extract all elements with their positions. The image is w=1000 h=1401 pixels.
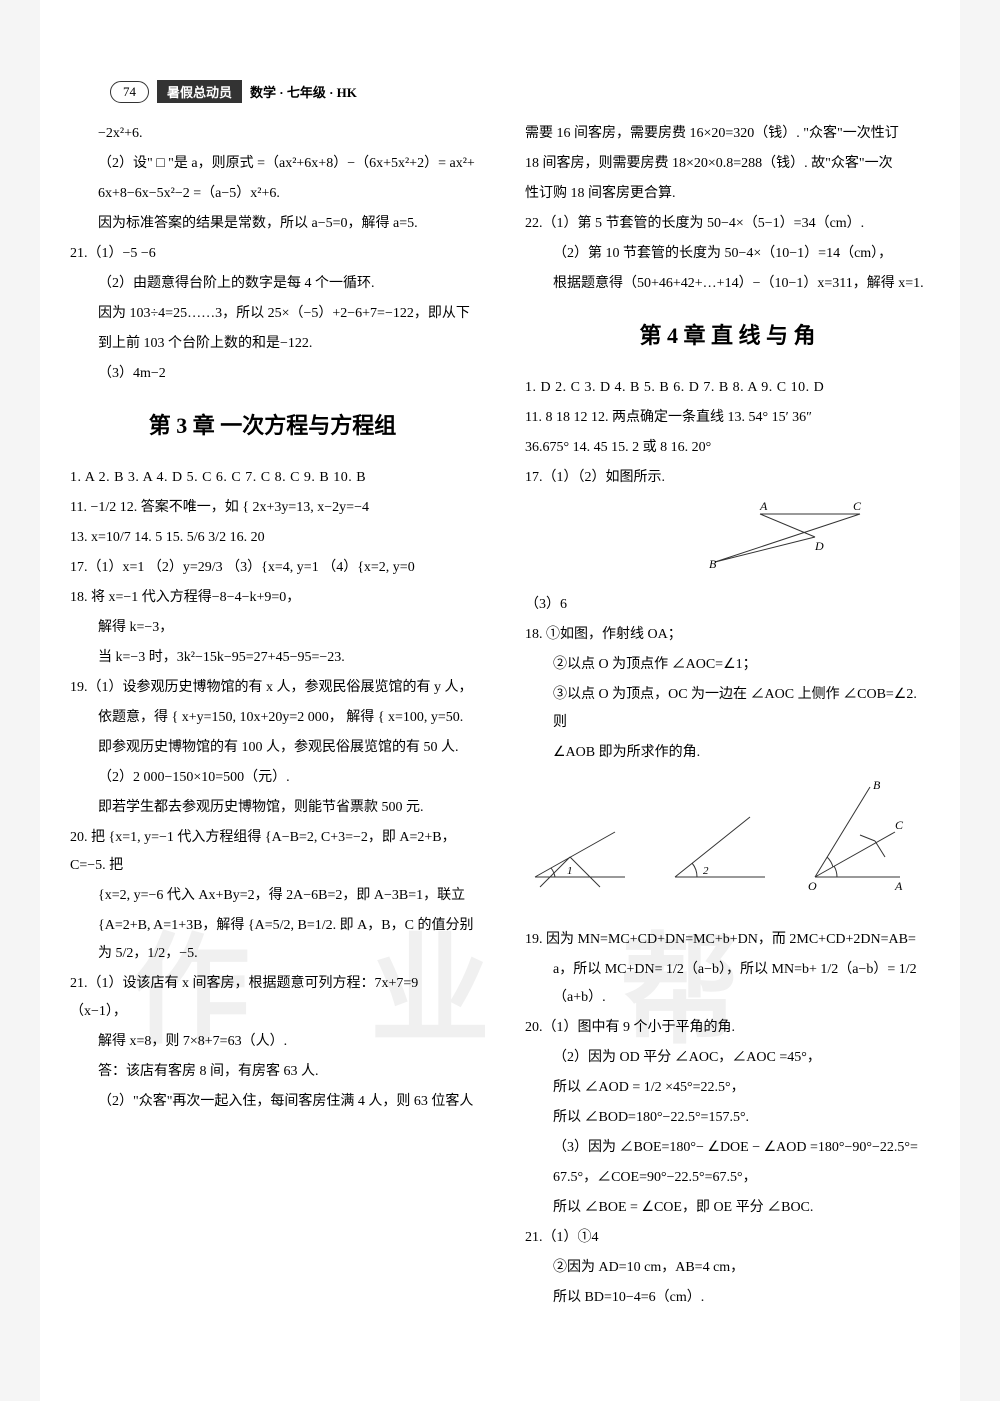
text-line: −2x²+6. [70,120,475,148]
text-line: 因为标准答案的结果是常数，所以 a−5=0，解得 a=5. [70,210,475,238]
chapter-3-title: 第 3 章 一次方程与方程组 [70,404,475,448]
text-line: 解得 k=−3， [70,614,475,642]
chapter-4-title: 第 4 章 直 线 与 角 [525,314,930,358]
label-O: O [808,879,817,893]
text-line: a，所以 MC+DN= 1/2（a−b），所以 MN=b+ 1/2（a−b）= … [525,956,930,1012]
header-badge: 暑假总动员 [157,80,242,103]
text-line: （2）2 000−150×10=500（元）. [70,764,475,792]
answer-line: 17.（1）x=1 （2）y=29/3 （3）{x=4, y=1 （4）{x=2… [70,554,475,582]
text-line: （3）6 [525,591,930,619]
text-line: （2）由题意得台阶上的数字是每 4 个一循环. [70,270,475,298]
answer-line: 1. D 2. C 3. D 4. B 5. B 6. D 7. B 8. A … [525,374,930,402]
text-line: ②因为 AD=10 cm，AB=4 cm， [525,1254,930,1282]
text-line: 18 间客房，则需要房费 18×20×0.8=288（钱）. 故"众客"一次 [525,150,930,178]
text-line: 因为 103÷4=25……3，所以 25×（−5）+2−6+7=−122，即从下 [70,300,475,328]
answer-line: 1. A 2. B 3. A 4. D 5. C 6. C 7. C 8. C … [70,464,475,492]
answer-line: 11. −1/2 12. 答案不唯一，如 { 2x+3y=13, x−2y=−4 [70,494,475,522]
text-line: 答：该店有客房 8 间，有房客 63 人. [70,1058,475,1086]
text-line: 所以 ∠AOD = 1/2 ×45°=22.5°， [525,1074,930,1102]
text-line: 解得 x=8，则 7×8+7=63（人）. [70,1028,475,1056]
text-line: （3）因为 ∠BOE=180°− ∠DOE − ∠AOD =180°−90°−2… [525,1134,930,1162]
text-line: 20. 把 {x=1, y=−1 代入方程组得 {A−B=2, C+3=−2，即… [70,824,475,880]
text-line: 18. 将 x=−1 代入方程得−8−4−k+9=0， [70,584,475,612]
text-line: 依题意，得 { x+y=150, 10x+20y=2 000， 解得 { x=1… [70,704,475,732]
text-line: 67.5°，∠COE=90°−22.5°=67.5°， [525,1164,930,1192]
text-line: 即若学生都去参观历史博物馆，则能节省票款 500 元. [70,794,475,822]
text-line: （2）第 10 节套管的长度为 50−4×（10−1）=14（cm）， [525,240,930,268]
text-line: 需要 16 间客房，需要房费 16×20=320（钱）. "众客"一次性订 [525,120,930,148]
text-line: 21.（1）−5 −6 [70,240,475,268]
text-line: 6x+8−6x−5x²−2 =（a−5）x²+6. [70,180,475,208]
text-line: 即参观历史博物馆的有 100 人，参观民俗展览馆的有 50 人. [70,734,475,762]
label-A: A [759,502,768,513]
page-number: 74 [110,81,149,103]
text-line: 17.（1）（2）如图所示. [525,464,930,492]
text-line: {A=2+B, A=1+3B，解得 {A=5/2, B=1/2. 即 A，B，C… [70,912,475,968]
answer-line: 13. x=10/7 14. 5 15. 5/6 3/2 16. 20 [70,524,475,552]
text-line: 性订购 18 间客房更合算. [525,180,930,208]
text-line: ∠AOB 即为所求作的角. [525,739,930,767]
text-line: 22.（1）第 5 节套管的长度为 50−4×（5−1）=34（cm）. [525,210,930,238]
label-C: C [853,502,862,513]
text-line: ③以点 O 为顶点，OC 为一边在 ∠AOC 上侧作 ∠COB=∠2. 则 [525,681,930,737]
left-column: −2x²+6. （2）设" □ "是 a，则原式 =（ax²+6x+8）−（6x… [70,80,485,1381]
text-line: 21.（1）①4 [525,1224,930,1252]
page-header: 74 暑假总动员 数学 · 七年级 · HK [110,80,357,103]
right-column: 需要 16 间客房，需要房费 16×20=320（钱）. "众客"一次性订 18… [515,80,930,1381]
diagram-angles: 1 2 O A B C [525,777,905,907]
answer-line: 36.675° 14. 45 15. 2 或 8 16. 20° [525,434,930,462]
label-B: B [873,778,881,792]
text-line: 19. 因为 MN=MC+CD+DN=MC+b+DN，而 2MC+CD+2DN=… [525,926,930,954]
text-line: （2）"众客"再次一起入住，每间客房住满 4 人，则 63 位客人 [70,1088,475,1116]
text-line: 当 k=−3 时，3k²−15k−95=27+45−95=−23. [70,644,475,672]
diagram-triangle: A B C D [705,502,865,572]
answer-line: 11. 8 18 12 12. 两点确定一条直线 13. 54° 15′ 36″ [525,404,930,432]
text-line: 根据题意得（50+46+42+…+14）−（10−1）x=311，解得 x=1. [525,270,930,298]
label-A: A [894,879,903,893]
text-line: 21.（1）设该店有 x 间客房，根据题意可列方程：7x+7=9（x−1）， [70,970,475,1026]
label-ang2: 2 [703,865,709,877]
label-B: B [709,557,717,571]
text-line: 20.（1）图中有 9 个小于平角的角. [525,1014,930,1042]
text-line: {x=2, y=−6 代入 Ax+By=2，得 2A−6B=2，即 A−3B=1… [70,882,475,910]
text-line: （2）设" □ "是 a，则原式 =（ax²+6x+8）−（6x+5x²+2）=… [70,150,475,178]
text-line: ②以点 O 为顶点作 ∠AOC=∠1； [525,651,930,679]
text-line: （3）4m−2 [70,360,475,388]
page: 74 暑假总动员 数学 · 七年级 · HK −2x²+6. （2）设" □ "… [40,0,960,1401]
label-C: C [895,818,904,832]
text-line: 到上前 103 个台阶上数的和是−122. [70,330,475,358]
text-line: 所以 ∠BOD=180°−22.5°=157.5°. [525,1104,930,1132]
header-subject: 数学 · 七年级 · HK [250,82,357,101]
text-line: 19.（1）设参观历史博物馆的有 x 人，参观民俗展览馆的有 y 人， [70,674,475,702]
text-line: 所以 BD=10−4=6（cm）. [525,1284,930,1312]
text-line: （2）因为 OD 平分 ∠AOC，∠AOC =45°， [525,1044,930,1072]
text-line: 所以 ∠BOE = ∠COE，即 OE 平分 ∠BOC. [525,1194,930,1222]
label-D: D [814,539,824,553]
label-ang1: 1 [567,865,573,877]
text-line: 18. ①如图，作射线 OA； [525,621,930,649]
